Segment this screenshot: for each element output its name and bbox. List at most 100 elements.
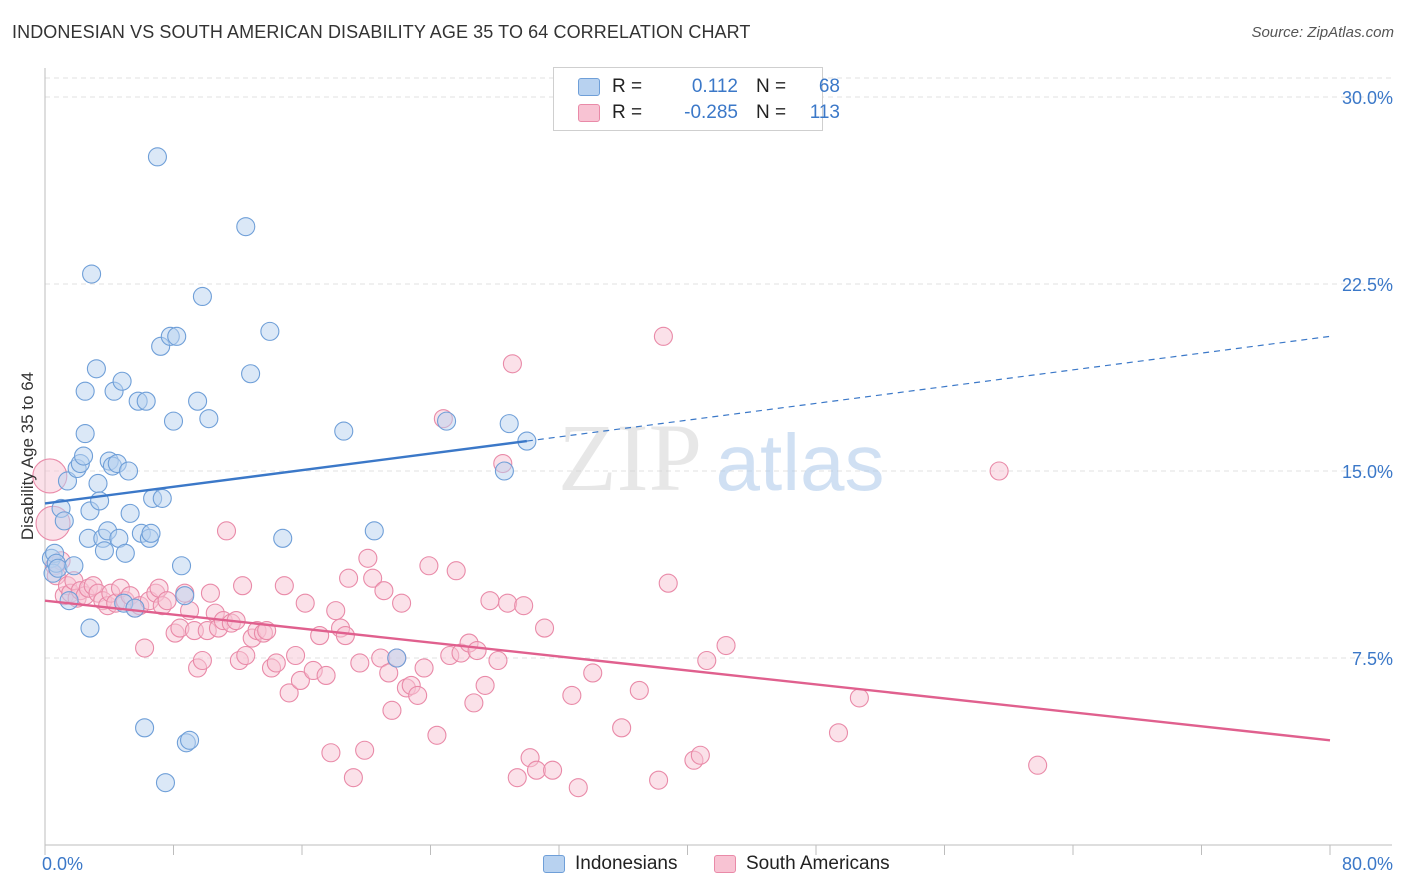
indonesians-point [120, 503, 140, 523]
south-americans-point [236, 645, 256, 666]
south-americans-point [295, 593, 315, 613]
south-americans-point [612, 718, 632, 738]
n-label: N = [756, 76, 787, 97]
south-americans-point [266, 653, 286, 673]
indonesians-point [82, 264, 102, 284]
south-americans-point [286, 645, 306, 666]
indonesians-point [75, 424, 95, 444]
blue-swatch [578, 78, 600, 96]
indonesians-point [260, 321, 280, 341]
south-americans-point [629, 680, 649, 700]
indonesians-point [64, 556, 84, 576]
south-americans-point [350, 653, 370, 673]
south-americans-point [135, 638, 155, 658]
indonesians-point [118, 461, 139, 481]
south-americans-point [339, 568, 359, 588]
south-americans-point [355, 740, 375, 760]
indonesians-point [135, 718, 155, 738]
y-tick-label: 30.0% [1342, 88, 1393, 108]
south-americans-point [216, 521, 237, 541]
south-americans-point [427, 725, 447, 745]
south-americans-point [321, 743, 341, 763]
south-americans-point [419, 556, 439, 576]
r-value: -0.285 [684, 102, 738, 123]
legend-item-indonesians: Indonesians [543, 853, 677, 875]
south-americans-point [392, 593, 412, 613]
indonesians-point [192, 286, 212, 307]
r-label: R = [612, 102, 643, 123]
south-americans-point [446, 561, 466, 581]
indonesians-point [167, 326, 187, 346]
south-americans-point [653, 326, 673, 346]
indonesians-point [387, 648, 407, 668]
indonesians-point [125, 598, 145, 618]
south-americans-point [363, 568, 383, 588]
indonesians-point [499, 414, 519, 434]
south-americans-point [467, 640, 487, 661]
south-americans-point [326, 601, 346, 621]
r-value: 0.112 [691, 76, 738, 97]
south-americans-point [507, 768, 527, 788]
y-tick-label: 15.0% [1342, 462, 1393, 482]
y-tick-label: 22.5% [1342, 275, 1393, 295]
indonesians-point [94, 541, 114, 561]
indonesians-points [41, 147, 537, 793]
south-americans-point [989, 461, 1009, 481]
legend-label-indonesians: Indonesians [575, 853, 678, 874]
south-americans-point [716, 635, 736, 656]
indonesians-point [115, 543, 135, 563]
south-americans-point [279, 683, 299, 703]
watermark-zip: ZIP [558, 404, 702, 511]
indonesians-point [364, 521, 384, 541]
south-americans-point [475, 675, 495, 695]
south-americans-point [534, 618, 555, 638]
indonesians-point [88, 473, 108, 494]
indonesians-point [86, 359, 106, 379]
indonesians-point [48, 558, 68, 578]
indonesians-point [437, 411, 457, 431]
y-axis-label: Disability Age 35 to 64 [18, 372, 37, 540]
indonesians-point [112, 371, 132, 391]
chart-title: INDONESIAN VS SOUTH AMERICAN DISABILITY … [12, 22, 751, 42]
indonesians-point [175, 586, 195, 606]
indonesians-trend-extension [526, 335, 1331, 442]
south-americans-trend-line [44, 599, 1331, 742]
indonesians-trend-line [44, 439, 528, 505]
x-tick-label: 0.0% [42, 854, 83, 874]
south-americans-point [568, 778, 588, 798]
indonesians-point [80, 618, 100, 638]
south-americans-point [274, 576, 294, 596]
south-americans-point [1028, 755, 1048, 775]
r-label: R = [612, 76, 643, 97]
pink-swatch [714, 855, 736, 873]
stats-legend: R = 0.112 N = 68 R = -0.285 N = 113 [553, 67, 840, 131]
south-americans-point [374, 581, 394, 601]
south-americans-point [562, 685, 582, 705]
legend-row-south-americans: R = -0.285 N = 113 [578, 101, 840, 125]
south-americans-point [488, 650, 508, 671]
south-americans-point [583, 663, 603, 683]
south-americans-point [335, 626, 355, 646]
indonesians-point [152, 488, 172, 508]
indonesians-point [334, 421, 354, 441]
south-americans-point [343, 768, 363, 788]
south-americans-point [526, 760, 547, 780]
south-americans-point [200, 583, 220, 603]
south-americans-point [502, 354, 522, 374]
south-americans-point [514, 596, 534, 616]
south-americans-point [690, 745, 710, 765]
n-value: 113 [809, 102, 840, 123]
legend-row-indonesians: R = 0.112 N = 68 [578, 75, 840, 99]
indonesians-point [188, 391, 208, 411]
south-americans-point [697, 650, 717, 671]
x-tick-labels: 0.0% 80.0% [42, 854, 1393, 874]
indonesians-point [74, 446, 94, 466]
watermark-atlas: atlas [716, 418, 885, 507]
series-legend: Indonesians South Americans [0, 852, 1406, 878]
indonesians-point [171, 556, 192, 576]
south-americans-point [543, 760, 563, 780]
y-tick-label: 7.5% [1352, 649, 1393, 669]
south-americans-point [649, 770, 669, 790]
indonesians-point [180, 730, 200, 750]
